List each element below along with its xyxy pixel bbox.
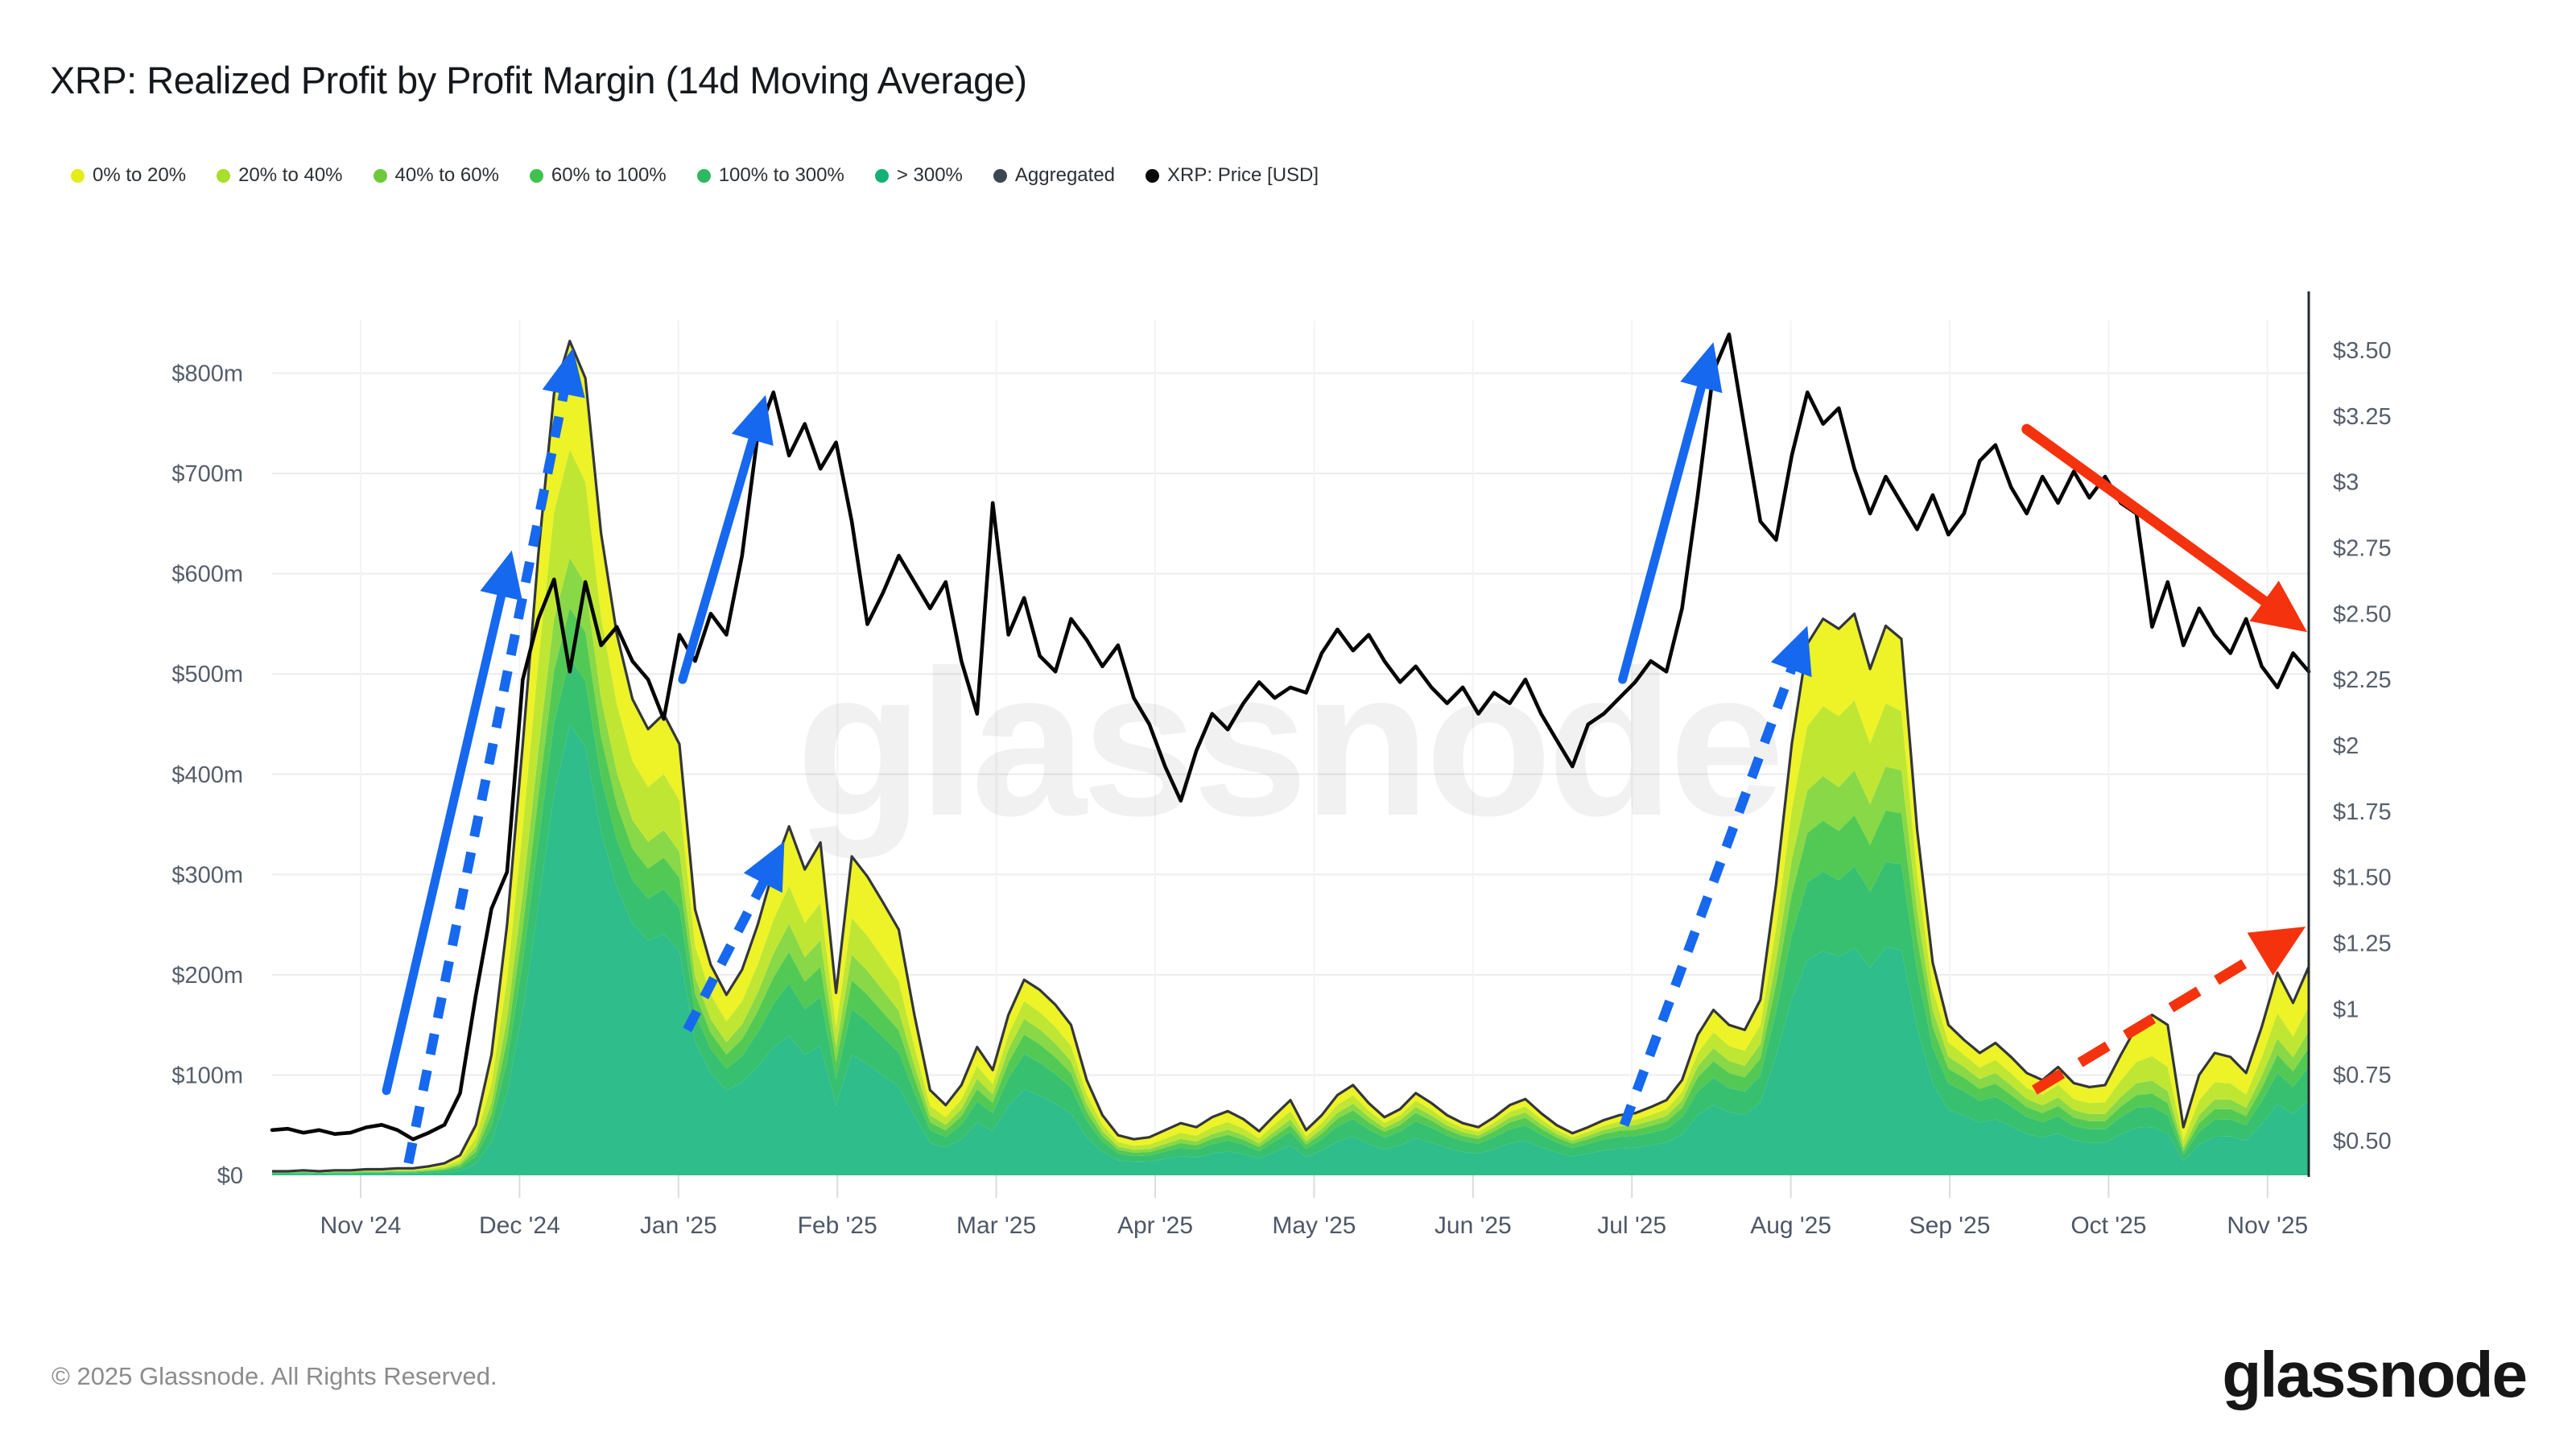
band-60-to-100- — [272, 608, 2309, 1174]
arrowhead-nov-dec-price-run-up — [480, 550, 522, 601]
x-axis-label: Aug '25 — [1750, 1212, 1831, 1239]
left-axis-label: $100m — [171, 1063, 243, 1088]
legend-item-xrp-price-usd[interactable]: XRP: Price [USD] — [1146, 164, 1319, 187]
dashed-arrow-q4-profit-uptrend — [2032, 943, 2273, 1095]
arrowhead-nov-dec-profit-surge — [542, 348, 585, 398]
arrowhead-january-price-run-up — [731, 394, 774, 446]
left-axis-label: $700m — [171, 461, 243, 487]
right-axis-label: $2.75 — [2333, 535, 2392, 561]
legend-item-label: 100% to 300% — [718, 164, 844, 186]
legend-dot — [217, 168, 231, 183]
watermark-glassnode: glassnode — [796, 626, 1780, 860]
x-axis-label: Jun '25 — [1435, 1212, 1512, 1239]
legend-item-label: 40% to 60% — [394, 164, 499, 186]
left-axis-label: $500m — [171, 662, 243, 687]
legend-item-label: 60% to 100% — [551, 164, 667, 186]
right-axis-label: $2 — [2333, 733, 2359, 759]
left-axis-label: $200m — [171, 963, 243, 989]
x-axis-label: Oct '25 — [2070, 1212, 2146, 1239]
x-axis-label: Nov '25 — [2227, 1212, 2308, 1239]
right-axis-label: $1.50 — [2333, 865, 2392, 891]
legend-item-label: 0% to 20% — [93, 164, 187, 186]
left-axis-label: $300m — [171, 862, 243, 888]
arrowhead-q4-price-decline — [2249, 580, 2308, 633]
legend: 0% to 20% 20% to 40% 40% to 60% 60% to 100%… — [71, 164, 1319, 187]
arrowhead-july-august-profit-surge — [1770, 625, 1812, 678]
x-axis-label: Sep '25 — [1909, 1212, 1991, 1239]
x-axis-label: Feb '25 — [798, 1212, 877, 1239]
legend-dot — [1146, 168, 1160, 183]
right-axis-label: $0.50 — [2333, 1129, 2392, 1154]
band-100-to-300- — [272, 658, 2309, 1174]
band-20-to-40- — [272, 449, 2309, 1173]
legend-item-label: 20% to 40% — [238, 164, 343, 186]
right-axis-label: $3.25 — [2333, 404, 2392, 430]
legend-item-aggregated[interactable]: Aggregated — [993, 164, 1115, 187]
dashed-arrow-july-august-profit-surge — [1619, 658, 1799, 1127]
solid-arrow-nov-dec-price-run-up — [382, 591, 506, 1096]
right-axis-label: $0.75 — [2333, 1063, 2392, 1088]
left-axis-label: $800m — [171, 361, 243, 387]
x-axis-label: Jan '25 — [640, 1212, 717, 1239]
arrowhead-january-profit-rise — [743, 841, 785, 894]
legend-dot — [696, 168, 711, 183]
solid-arrow-q4-price-decline — [2021, 423, 2270, 607]
legend-item-label: > 300% — [896, 164, 963, 186]
legend-dot — [373, 168, 387, 183]
band--300- — [272, 724, 2309, 1175]
legend-item-300[interactable]: > 300% — [874, 164, 963, 187]
aggregated-line — [272, 340, 2310, 1173]
x-axis-label: Jul '25 — [1597, 1212, 1666, 1239]
solid-arrow-january-price-run-up — [678, 435, 758, 684]
legend-item-60-to-100[interactable]: 60% to 100% — [529, 164, 667, 187]
legend-dot — [529, 168, 543, 183]
dashed-arrow-january-profit-rise — [683, 872, 772, 1033]
arrowhead-july-price-run-up — [1680, 342, 1723, 394]
solid-arrow-july-price-run-up — [1618, 382, 1706, 684]
chart-title: XRP: Realized Profit by Profit Margin (1… — [50, 59, 1027, 101]
right-axis-label: $2.25 — [2333, 667, 2392, 693]
band-40-to-60- — [272, 558, 2309, 1173]
xrp-price-line — [270, 332, 2311, 1141]
x-axis-label: May '25 — [1272, 1212, 1356, 1239]
legend-item-100-to-300[interactable]: 100% to 300% — [696, 164, 844, 187]
left-axis-label: $400m — [171, 762, 243, 788]
right-axis-label: $1.75 — [2333, 799, 2392, 825]
legend-item-40-to-60[interactable]: 40% to 60% — [373, 164, 499, 187]
footer-copyright: © 2025 Glassnode. All Rights Reserved. — [52, 1362, 497, 1390]
x-axis-label: Apr '25 — [1117, 1212, 1193, 1239]
right-axis-label: $2.50 — [2333, 601, 2392, 627]
legend-dot — [993, 168, 1007, 183]
left-axis-label: $600m — [171, 562, 243, 588]
right-axis-label: $3 — [2333, 470, 2359, 496]
legend-dot — [874, 168, 889, 183]
x-axis-label: Dec '24 — [479, 1212, 560, 1239]
x-axis-label: Mar '25 — [956, 1212, 1036, 1239]
right-axis-label: $1.25 — [2333, 931, 2392, 956]
legend-dot — [71, 168, 85, 183]
arrowhead-q4-profit-uptrend — [2247, 927, 2306, 976]
legend-item-label: XRP: Price [USD] — [1167, 164, 1319, 186]
legend-item-0-to-20[interactable]: 0% to 20% — [71, 164, 186, 187]
legend-item-20-to-40[interactable]: 20% to 40% — [217, 164, 343, 187]
left-axis-label: $0 — [217, 1163, 243, 1189]
legend-item-label: Aggregated — [1014, 164, 1116, 186]
right-axis-label: $1 — [2333, 997, 2359, 1022]
right-axis-label: $3.50 — [2333, 338, 2392, 364]
glassnode-logo: glassnode — [2222, 1339, 2528, 1410]
x-axis-label: Nov '24 — [320, 1212, 402, 1239]
